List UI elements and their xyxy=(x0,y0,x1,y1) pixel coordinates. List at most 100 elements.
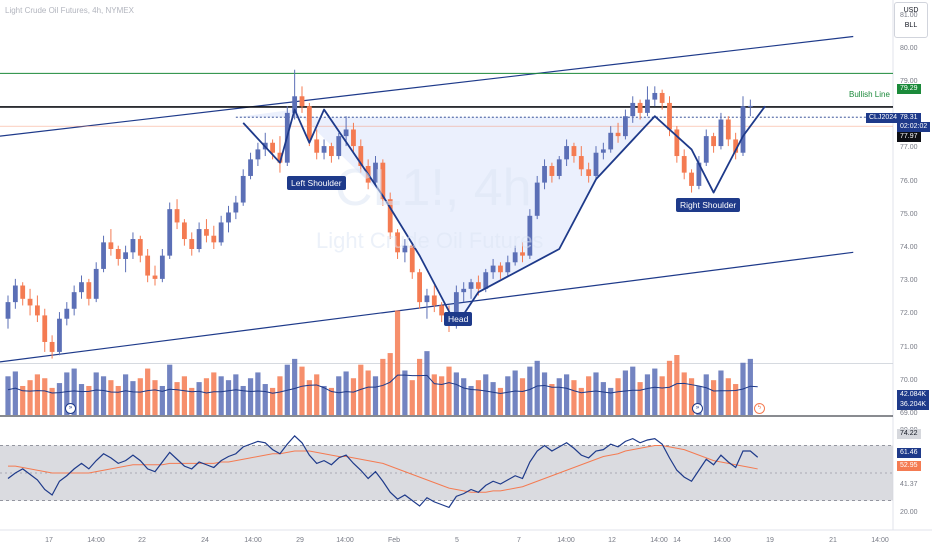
volume-bar xyxy=(34,374,40,415)
currency-label: USD xyxy=(903,7,919,14)
candle-body xyxy=(167,209,173,256)
volume-bar xyxy=(497,387,504,415)
unit-label: BLL xyxy=(904,22,918,29)
volume-bar xyxy=(387,353,393,415)
forward-icon[interactable]: » xyxy=(692,403,703,414)
lightning-icon[interactable]: ϟ xyxy=(754,403,765,414)
time-axis-label: 14:00 xyxy=(557,537,575,544)
candle-body xyxy=(505,262,511,273)
volume-bar xyxy=(461,378,467,415)
time-axis-label: 14:00 xyxy=(713,537,731,544)
head-shoulders-line xyxy=(242,105,766,327)
volume-bar xyxy=(181,376,187,415)
volume-bar xyxy=(328,387,334,415)
candle-body xyxy=(380,162,386,200)
candle-body xyxy=(240,175,246,203)
units-selector[interactable]: USD BLL xyxy=(894,2,928,38)
candle-body xyxy=(130,239,136,253)
volume-bar xyxy=(681,372,687,415)
candle-body xyxy=(461,288,467,293)
volume-bar xyxy=(512,370,518,415)
rsi-lower-tag: 41.37 xyxy=(897,480,921,490)
candle-body xyxy=(490,265,496,273)
candle-body xyxy=(527,215,533,256)
time-axis-label: 14:00 xyxy=(336,537,354,544)
volume-bar xyxy=(343,371,349,415)
candle-body xyxy=(733,139,739,153)
candle-body xyxy=(71,292,77,309)
volume-bar xyxy=(696,385,702,415)
volume-bar xyxy=(306,380,312,415)
head-label: Head xyxy=(444,312,473,326)
candle-body xyxy=(218,222,224,243)
candle-body xyxy=(740,106,746,153)
candle-body xyxy=(174,209,180,223)
rsi-line xyxy=(7,435,759,509)
candle-body xyxy=(439,305,445,316)
volume-bar xyxy=(453,372,459,415)
volume-bar xyxy=(549,384,555,415)
volume-bar xyxy=(277,376,283,415)
upper-channel-line xyxy=(0,35,854,137)
candle-body xyxy=(703,136,709,163)
candle-body xyxy=(373,162,378,183)
price-axis-label: 74.00 xyxy=(900,244,918,251)
candle-body xyxy=(424,295,430,303)
volume-bar xyxy=(137,378,143,415)
volume-bar xyxy=(483,374,489,415)
volume-bar xyxy=(593,372,599,415)
volume-bar xyxy=(519,378,526,415)
candle-body xyxy=(623,116,628,137)
candle-body xyxy=(681,156,687,173)
left-shoulder-label: Left Shoulder xyxy=(287,176,346,190)
rsi-value-tag: 61.46 xyxy=(897,448,921,458)
candle-body xyxy=(12,285,18,303)
candle-body xyxy=(27,298,33,306)
replay-icon[interactable]: » xyxy=(65,403,76,414)
candle-body xyxy=(645,99,650,113)
candle-body xyxy=(306,106,312,140)
candle-body xyxy=(248,159,253,176)
volume-bar xyxy=(247,378,254,415)
price-axis-label: 73.00 xyxy=(900,277,918,285)
volume-bar xyxy=(299,366,305,415)
volume-bar xyxy=(541,372,548,415)
rsi-ma-line xyxy=(8,445,758,493)
volume-bar xyxy=(350,378,357,415)
volume-bar xyxy=(189,387,195,415)
candle-body xyxy=(483,272,489,289)
candle-body xyxy=(586,169,592,176)
volume-bar xyxy=(630,366,636,415)
volume-bar xyxy=(527,366,533,415)
candle-body xyxy=(534,182,540,216)
price-axis-label: 76.00 xyxy=(900,177,918,185)
candle-body xyxy=(233,202,239,213)
volume-bar xyxy=(659,376,665,415)
volume-bar xyxy=(100,376,107,415)
candle-body xyxy=(226,212,231,223)
volume-bar xyxy=(218,376,224,415)
candle-body xyxy=(101,242,106,269)
candle-body xyxy=(211,235,217,243)
candle-body xyxy=(659,92,665,103)
volume-bar xyxy=(240,385,246,415)
candle-body xyxy=(402,245,408,253)
candle-body xyxy=(468,282,474,289)
price-axis-label: 79.00 xyxy=(900,78,918,85)
volume-bar xyxy=(468,385,474,415)
volume-bar xyxy=(733,384,739,415)
volume-bar xyxy=(556,378,562,415)
volume-bar xyxy=(86,385,92,415)
right-shoulder-label: Right Shoulder xyxy=(676,198,741,212)
volume-bar xyxy=(666,360,673,415)
candle-body xyxy=(93,268,99,299)
volume-bar xyxy=(446,366,452,415)
candle-body xyxy=(630,102,636,117)
level-tag: 77.97 xyxy=(897,132,921,142)
time-axis-label: 12 xyxy=(608,537,616,544)
volume-bar xyxy=(314,374,320,415)
volume-bar xyxy=(255,372,261,415)
candle-body xyxy=(564,146,569,160)
